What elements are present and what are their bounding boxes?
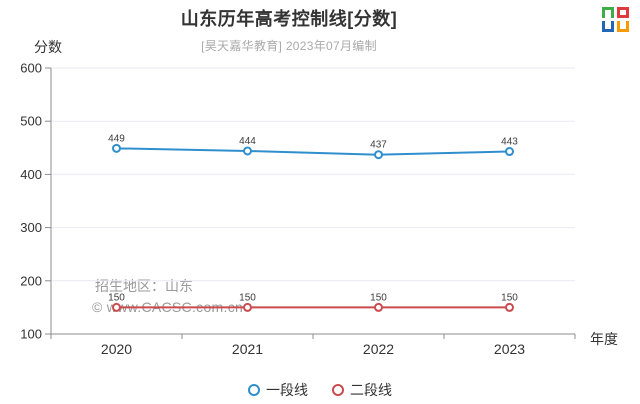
x-axis-tick-label: 2020 (101, 341, 132, 357)
logo-quadrant-red (617, 7, 629, 18)
data-point-label: 444 (239, 136, 256, 147)
brand-logo-icon (602, 7, 630, 33)
logo-quadrant-green (602, 7, 614, 18)
data-point-二段线-2022[interactable] (374, 302, 383, 312)
data-point-一段线-2023[interactable] (505, 147, 514, 157)
logo-quadrant-blue (602, 21, 614, 32)
chart-header: 山东历年高考控制线[分数] [昊天嘉华教育] 2023年07月编制 (0, 0, 578, 54)
legend-item-二段线[interactable]: 二段线 (332, 380, 392, 400)
x-axis-tick-label: 2023 (494, 341, 525, 357)
data-point-label: 449 (108, 133, 125, 144)
legend-marker-icon (248, 384, 260, 396)
legend-label: 二段线 (350, 382, 392, 398)
data-point-label: 437 (370, 140, 387, 151)
data-point-label: 150 (501, 292, 518, 303)
legend-label: 一段线 (266, 382, 308, 398)
y-axis-tick-label: 100 (20, 327, 42, 342)
chart-subtitle: [昊天嘉华教育] 2023年07月编制 (201, 39, 377, 53)
y-axis-tick-label: 300 (20, 220, 42, 235)
legend: 一段线 二段线 (0, 380, 640, 400)
y-axis-tick-label: 500 (20, 114, 42, 129)
legend-marker-icon (332, 384, 344, 396)
data-point-一段线-2021[interactable] (243, 146, 252, 156)
data-point-label: 443 (501, 137, 518, 148)
data-point-二段线-2021[interactable] (243, 302, 252, 312)
region-annotation: 招生地区：山东 (95, 278, 193, 294)
logo-quadrant-orange (617, 21, 629, 32)
series-line-一段线 (116, 147, 510, 156)
y-axis-title: 分数 (34, 39, 62, 55)
data-point-二段线-2023[interactable] (505, 302, 514, 312)
data-point-一段线-2020[interactable] (112, 143, 121, 153)
x-axis-title: 年度 (590, 331, 618, 347)
data-point-label: 150 (370, 292, 387, 303)
x-axis-tick-label: 2022 (363, 341, 394, 357)
y-axis-tick-label: 600 (20, 61, 42, 76)
data-point-二段线-2020[interactable] (112, 302, 121, 312)
x-axis-tick-label: 2021 (232, 341, 263, 357)
legend-item-一段线[interactable]: 一段线 (248, 380, 308, 400)
y-axis-tick-label: 200 (20, 273, 42, 288)
data-point-一段线-2022[interactable] (374, 150, 383, 160)
y-axis-tick-label: 400 (20, 167, 42, 182)
chart-title: 山东历年高考控制线[分数] (180, 9, 398, 29)
